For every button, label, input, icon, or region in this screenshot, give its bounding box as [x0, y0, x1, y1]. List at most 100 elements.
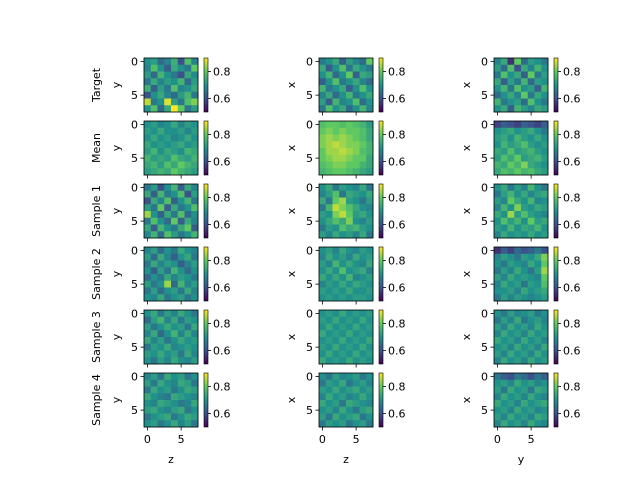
heatmap-cell	[359, 406, 367, 414]
heatmap-cell	[150, 71, 158, 79]
heatmap-cell	[339, 141, 347, 149]
heatmap-cell	[514, 98, 522, 106]
heatmap-cell	[541, 357, 549, 365]
heatmap-cell	[346, 105, 354, 113]
heatmap-cell	[171, 85, 179, 93]
heatmap-cell	[521, 224, 529, 232]
heatmap-cell	[164, 78, 172, 86]
heatmap-cell	[514, 161, 522, 169]
heatmap-cell	[366, 323, 374, 331]
heatmap-cell	[534, 184, 542, 192]
heatmap-cell	[184, 91, 192, 99]
panel-frame	[318, 120, 374, 176]
heatmap-cell	[494, 280, 502, 288]
heatmap-cell	[346, 310, 354, 318]
heatmap-cell	[359, 190, 367, 198]
heatmap-cell	[366, 357, 374, 365]
heatmap-cell	[144, 350, 152, 358]
heatmap-cell	[144, 274, 152, 282]
colorbar-tick-label: 0.6	[388, 93, 406, 106]
heatmap-cell	[534, 267, 542, 275]
heatmap-cell	[319, 148, 327, 156]
heatmap-cell	[514, 91, 522, 99]
heatmap-cell	[144, 386, 152, 394]
heatmap-cell	[507, 91, 515, 99]
heatmap-cell	[319, 406, 327, 414]
heatmap-cell	[157, 98, 165, 106]
heatmap-cell	[541, 280, 549, 288]
heatmap-cell	[494, 148, 502, 156]
heatmap-cell	[507, 350, 515, 358]
heatmap-cell	[534, 197, 542, 205]
heatmap-cell	[507, 224, 515, 232]
heatmap-cell	[534, 85, 542, 93]
heatmap-cell	[359, 260, 367, 268]
y-tick-label: 5	[306, 215, 313, 228]
heatmap-cell	[514, 127, 522, 135]
heatmap-cell	[500, 343, 508, 351]
heatmap-cell	[164, 337, 172, 345]
y-tick-label: 0	[131, 55, 138, 68]
heatmap-cell	[352, 78, 360, 86]
heatmap-cell	[494, 343, 502, 351]
heatmap-cell	[541, 310, 549, 318]
heatmap-cell	[500, 211, 508, 219]
heatmap-cell	[359, 373, 367, 381]
heatmap-cell	[157, 267, 165, 275]
heatmap-cell	[346, 64, 354, 72]
heatmap-cell	[366, 204, 374, 212]
heatmap-cell	[332, 211, 340, 219]
heatmap-cell	[507, 105, 515, 113]
y-tick-label: 5	[131, 152, 138, 165]
heatmap-cell	[514, 154, 522, 162]
y-tick-label: 5	[481, 215, 488, 228]
heatmap-cell	[157, 71, 165, 79]
heatmap-cell	[500, 190, 508, 198]
heatmap-cell	[494, 161, 502, 169]
heatmap-cell	[339, 98, 347, 106]
heatmap-cell	[171, 231, 179, 239]
heatmap-cell	[171, 413, 179, 421]
heatmap-cell	[534, 134, 542, 142]
heatmap-cell	[164, 127, 172, 135]
heatmap-cell	[494, 197, 502, 205]
heatmap-cell	[500, 105, 508, 113]
heatmap-cell	[144, 357, 152, 365]
colorbar-tick-label: 0.6	[213, 156, 231, 169]
heatmap-cell	[339, 316, 347, 324]
heatmap-cell	[359, 105, 367, 113]
heatmap-cell	[191, 357, 199, 365]
heatmap-cell	[500, 260, 508, 268]
heatmap-cell	[494, 274, 502, 282]
heatmap-cell	[319, 413, 327, 421]
heatmap-cell	[164, 357, 172, 365]
heatmap-cell	[184, 148, 192, 156]
heatmap-cell	[171, 343, 179, 351]
heatmap-cell	[177, 274, 185, 282]
heatmap-cell	[177, 141, 185, 149]
heatmap-cell	[150, 204, 158, 212]
heatmap-cell	[541, 154, 549, 162]
heatmap-cell	[521, 323, 529, 331]
heatmap-cell	[191, 373, 199, 381]
heatmap-cell	[332, 190, 340, 198]
heatmap-cell	[191, 247, 199, 255]
heatmap-cell	[325, 294, 333, 302]
heatmap-cell	[352, 420, 360, 428]
heatmap-cell	[494, 287, 502, 295]
heatmap-cell	[150, 294, 158, 302]
heatmap-cell	[339, 168, 347, 176]
heatmap-cell	[191, 260, 199, 268]
heatmap-cell	[150, 323, 158, 331]
heatmap-cell	[346, 204, 354, 212]
heatmap-cell	[527, 197, 535, 205]
heatmap-cell	[352, 141, 360, 149]
y-axis-label: y	[110, 207, 123, 214]
heatmap-cell	[366, 211, 374, 219]
heatmap-cell	[366, 98, 374, 106]
heatmap-cell	[494, 141, 502, 149]
heatmap-cell	[164, 316, 172, 324]
heatmap-cell	[527, 393, 535, 401]
heatmap-cell	[184, 267, 192, 275]
heatmap-cell	[534, 343, 542, 351]
